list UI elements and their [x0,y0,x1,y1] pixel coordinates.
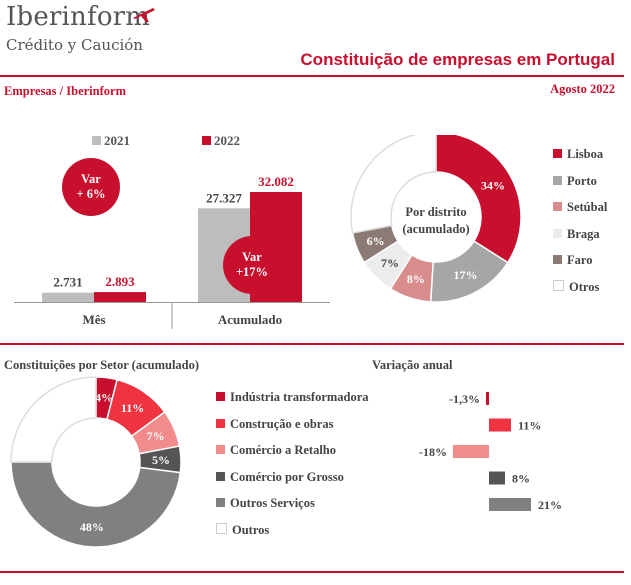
legend-swatch-2022 [202,136,211,145]
var-bubble-line1: Var [81,172,101,186]
legend-label: Outros [232,522,270,537]
legend-label: Comércio a Retalho [230,443,336,457]
footer-rule [0,571,624,573]
legend-swatch [216,522,227,534]
legend-label: Braga [567,226,600,241]
slice-otros [350,135,437,234]
legend-label: Comércio por Grosso [230,469,344,484]
header-rule [0,75,624,77]
var-bubble-line1: Var [242,250,262,264]
var-bubble-acumulado [223,236,281,294]
slice-label-industria-transformadora: 4% [95,391,113,405]
legend-label: Faro [567,253,593,267]
bar-label-acumulado-2022: 32.082 [258,174,294,189]
legend-label: Outros Serviços [230,496,315,510]
legend-item-otros: Otros [553,279,600,295]
slice-outros-servicos [10,461,182,548]
legend-label: Porto [567,173,597,188]
logo-name: Iberinform [6,2,151,32]
category-label-mes: Mês [82,312,105,327]
legend-item-industria-transformadora: Indústria transformadora [216,390,369,405]
legend-label: Lisboa [567,147,604,161]
district-donut-chart: 34% 17% 8% 7% 6% Por distrito (acumulado) [350,135,522,303]
legend-item-outros-servicos: Outros Serviços [216,496,315,511]
slice-label-outros-servicos: 48% [80,520,104,534]
variation-label-comercio-a-retalho: -18% [419,445,447,459]
variation-bar-comercio-a-retalho [453,445,489,458]
variation-label-industria-transformadora: -1,3% [449,392,480,406]
variation-bar-outros-servicos [489,498,531,511]
legend-label-2021: 2021 [104,133,130,148]
var-bubble-line2: + 6% [77,187,106,201]
source-caption: Empresas / Iberinform [4,84,126,98]
slice-label-faro: 6% [367,234,385,248]
legend-label: Otros [569,279,600,294]
var-bubble-mes [62,158,120,216]
category-label-acumulado: Acumulado [218,312,282,327]
legend-swatch [216,498,225,507]
legend-item-setubal: Setúbal [553,200,607,215]
middle-rule [0,343,624,345]
logo-subtitle: Crédito y Caución [6,36,143,54]
bar-label-mes-2022: 2.893 [105,274,135,289]
slice-label-comercio-a-retalho: 7% [147,429,165,443]
bar-mes-2021 [42,292,94,302]
plane-icon [133,8,155,22]
slice-label-lisboa: 34% [481,179,505,193]
legend-item-outros: Outros [216,522,270,538]
district-center-line2: (acumulado) [402,222,469,236]
slice-outros [10,376,97,463]
var-bubble-line2: +17% [236,265,268,279]
sector-donut-chart: 4% 11%7% 5% 48% [10,376,182,548]
variation-bar-construcao-e-obras [489,418,511,432]
sector-section-title: Constituições por Setor (acumulado) [4,358,200,372]
bar-label-acumulado-2021: 27.327 [206,190,242,205]
variation-label-comercio-por-grosso: 8% [512,472,530,486]
legend-item-braga: Braga [553,227,600,242]
legend-swatch [553,228,562,238]
legend-swatch [553,175,562,185]
bar-mes-2022 [94,292,146,302]
legend-item-construcao-e-obras: Construção e obras [216,417,333,432]
legend-swatch-2021 [92,136,101,145]
date-label: Agosto 2022 [550,82,615,96]
legend-item-faro: Faro [553,253,592,268]
page-title: Constituição de empresas em Portugal [300,50,615,69]
legend-swatch [553,255,562,264]
slice-label-porto: 17% [454,268,478,282]
legend-item-lisboa: Lisboa [553,147,603,162]
company-bar-chart: 2021 2022 2.731 2.893 Mês 27.327 32.082 Acumula… [14,133,330,329]
legend-swatch [553,202,562,211]
district-center-line1: Por distrito [405,205,466,219]
legend-item-porto: Porto [553,174,597,189]
annual-variation-chart: -1,3% 11% -18% 8% 21% [419,392,562,512]
bar-label-mes-2021: 2.731 [53,275,82,290]
variation-bar-comercio-por-grosso [489,471,505,485]
legend-swatch [216,418,225,428]
legend-label: Construção e obras [230,416,334,431]
slice-lisboa [435,135,522,264]
slice-label-setubal: 8% [407,272,425,286]
legend-swatch [216,392,225,401]
legend-swatch [216,471,225,481]
annual-variation-title: Variação anual [372,358,453,372]
legend-label-2022: 2022 [214,133,240,148]
slice-label-comercio-por-grosso: 5% [152,453,170,467]
variation-label-construcao-e-obras: 11% [518,419,541,433]
legend-swatch [216,445,225,454]
legend-label: Setúbal [567,200,608,214]
legend-swatch [553,149,562,158]
slice-label-braga: 7% [381,256,399,270]
legend-label: Indústria transformadora [230,390,369,404]
variation-bar-industria-transformadora [486,392,489,405]
legend-swatch [553,279,564,291]
legend-item-comercio-por-grosso: Comércio por Grosso [216,470,344,485]
slice-label-construcao-e-obras: 11% [121,401,144,415]
legend-item-comercio-a-retalho: Comércio a Retalho [216,443,336,458]
variation-label-outros-servicos: 21% [538,498,562,512]
